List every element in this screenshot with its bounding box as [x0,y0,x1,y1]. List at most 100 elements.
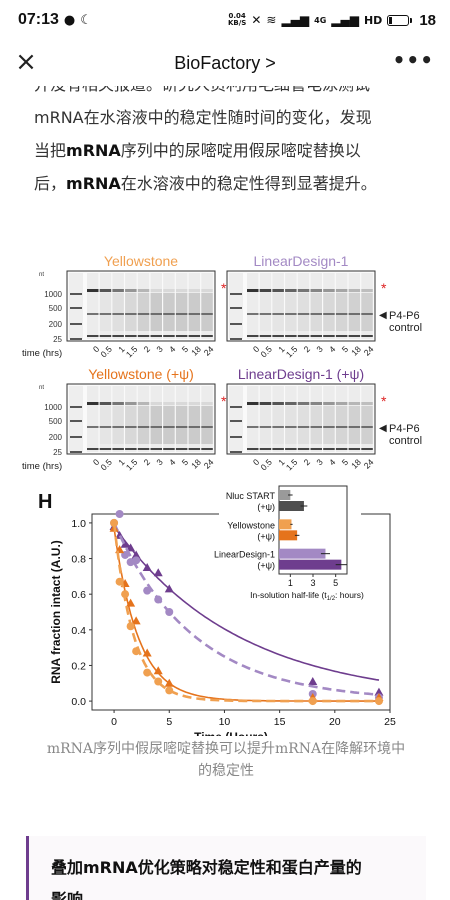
bottom-band [285,448,297,450]
p4p6-label-2: control [389,435,422,447]
more-options-icon[interactable]: ••• [392,48,434,72]
degradation-smear [297,293,310,331]
p4p6-band [310,426,322,428]
degradation-smear [310,293,322,331]
degradation-smear [310,406,322,444]
bottom-band [163,448,175,450]
inset-bar [279,501,304,511]
gel-lane [310,273,322,339]
time-point-label: 1 [276,344,287,355]
gel-lane [99,386,112,452]
time-point-label: 0 [251,344,262,355]
bottom-band [87,335,99,337]
p4p6-band [163,313,175,315]
p4p6-band [112,313,124,315]
data-point [132,556,141,565]
degradation-smear [201,406,213,444]
data-point [126,598,136,607]
gel-lane [87,386,99,452]
section-heading: 叠加mRNA优化策略对稳定性和蛋白产量的 [51,858,362,877]
y-tick-label: 0.6 [71,589,86,601]
bottom-band [163,335,175,337]
close-icon[interactable]: × [15,47,37,77]
p4p6-band [99,313,112,315]
bottom-band [125,335,137,337]
network-type-label: 4G [314,15,327,25]
degradation-smear [272,406,284,444]
data-point [308,676,318,685]
bottom-band [323,448,335,450]
time-point-label: 4 [327,457,338,468]
mrna-band [285,402,297,405]
degradation-smear [125,406,137,444]
gel-lane [348,273,361,339]
degradation-smear [323,406,335,444]
p4p6-band [87,426,99,428]
inset-group-label-2: (+ψ) [257,502,275,512]
ladder-band [70,451,82,453]
bottom-band [247,335,259,337]
wifi-icon: ≋ [266,13,277,27]
p4p6-band [348,313,361,315]
inset-x-tick-label: 1 [288,578,293,588]
gel-lane [272,386,284,452]
mrna-band [272,289,284,292]
ladder-band [70,307,82,309]
top-nav-bar: × BioFactory > ••• [0,40,450,86]
mrna-band [137,289,150,292]
mrna-band [87,289,99,292]
gel-lane [259,386,272,452]
degradation-smear [150,406,162,444]
gel-lane [188,273,201,339]
ladder-lane [229,386,243,452]
data-point [131,616,141,625]
degradation-smear [285,293,297,331]
gel-title: LinearDesign-1 [254,253,349,269]
p4p6-band [112,426,124,428]
p4p6-band [323,313,335,315]
battery-percent: 18 [419,11,436,29]
ladder-band [230,307,242,309]
gel-lane [137,386,150,452]
ladder-lane [229,273,243,339]
figure-caption: mRNA序列中假尿嘧啶替换可以提升mRNA在降解环境中 的稳定性 [46,741,406,779]
ladder-lane [69,386,83,452]
time-point-label: 1.5 [284,457,300,473]
time-axis-label: time (hrs) [22,461,62,472]
x-tick-label: 10 [219,716,231,728]
article-content: 并没有相关报道。研究人员利用毛细管电泳测试 mRNA在水溶液中的稳定性随时间的变… [0,86,450,900]
degradation-smear [188,293,201,331]
p4p6-band [99,426,112,428]
account-title[interactable]: BioFactory > [174,52,276,73]
data-point [164,584,174,593]
inset-bar [279,530,298,541]
bottom-band [150,335,162,337]
p4p6-band [361,313,373,315]
bottom-band [175,448,188,450]
ladder-band [70,406,82,408]
inset-bar [279,490,291,500]
degradation-smear [259,293,272,331]
data-point [115,510,124,518]
ladder-band [230,436,242,438]
time-point-label: 0 [91,457,102,468]
degradation-smear [272,293,284,331]
inset-x-tick-label: 3 [310,578,315,588]
panel-letter: H [38,491,52,513]
time-point-label: 3 [314,457,325,468]
gel-lane [348,386,361,452]
p4p6-band [285,313,297,315]
article-paragraph: 并没有相关报道。研究人员利用毛细管电泳测试 mRNA在水溶液中的稳定性随时间的变… [34,86,424,200]
data-point [143,586,152,595]
gel-lane [163,273,175,339]
gel-lane [125,386,137,452]
x-tick-label: 0 [111,716,117,728]
time-point-label: 5 [340,457,351,468]
gel-lane [285,386,297,452]
battery-level [389,16,393,24]
p4p6-band [201,426,213,428]
mrna-band [163,402,175,405]
data-point [115,577,124,586]
mrna-band [272,402,284,405]
gel-lane [99,273,112,339]
